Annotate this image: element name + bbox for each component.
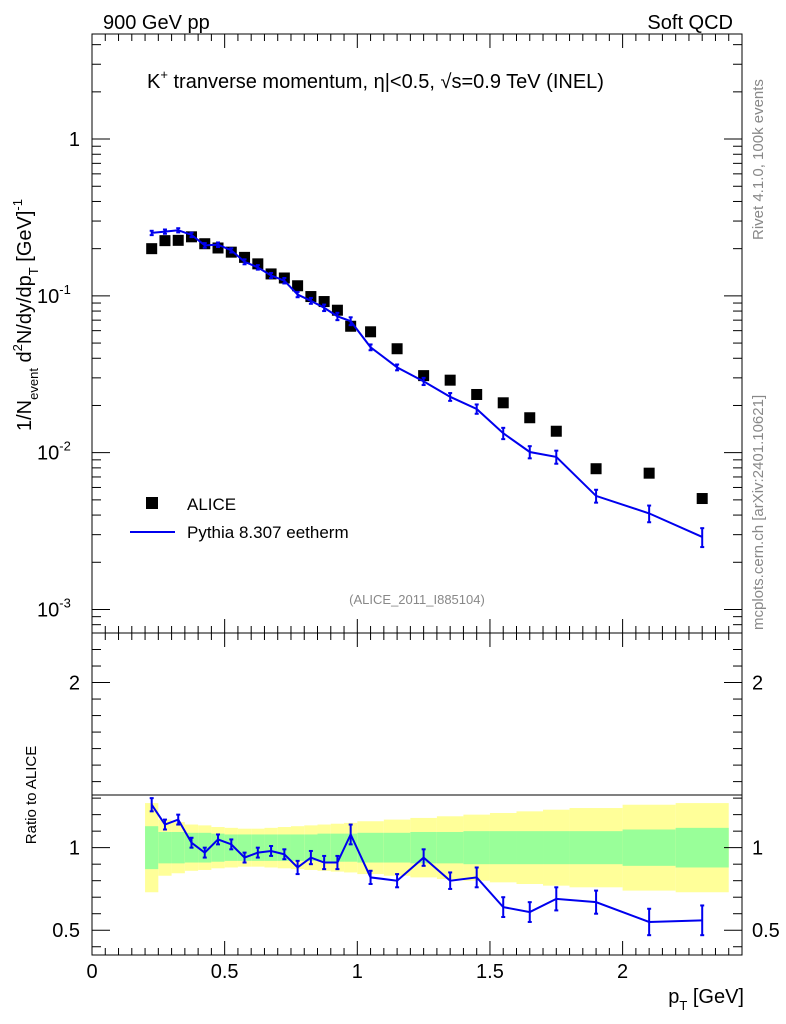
ratio-y-tick-label-left: 1 bbox=[69, 838, 80, 860]
alice-data-point bbox=[524, 412, 536, 424]
ratio-band-inner bbox=[145, 826, 159, 870]
alice-data-point bbox=[172, 234, 184, 246]
alice-data-point bbox=[345, 320, 357, 332]
ratio-band-inner bbox=[569, 831, 623, 865]
alice-data-point bbox=[497, 397, 509, 409]
legend-mc-label: Pythia 8.307 eetherm bbox=[187, 523, 349, 542]
alice-data-point bbox=[146, 243, 158, 255]
ratio-band-inner bbox=[516, 831, 544, 865]
ratio-mc-curve bbox=[149, 797, 705, 937]
ratio-band-inner bbox=[383, 832, 411, 863]
x-tick-label: 0 bbox=[86, 961, 97, 983]
analysis-watermark: (ALICE_2011_I885104) bbox=[349, 592, 485, 607]
alice-data-point bbox=[318, 296, 330, 308]
plot-title: K+ tranverse momentum, η|<0.5, √s=0.9 Te… bbox=[147, 67, 604, 93]
mc-main-line bbox=[151, 229, 703, 538]
x-tick-label: 1.5 bbox=[476, 961, 504, 983]
main-y-tick-label: 1 bbox=[69, 129, 80, 151]
x-axis-label: pT [GeV] bbox=[668, 986, 744, 1013]
main-mc-curve bbox=[149, 227, 705, 549]
x-tick-label: 1 bbox=[352, 961, 363, 983]
alice-data-point bbox=[590, 463, 602, 475]
ratio-band-inner bbox=[171, 831, 185, 864]
ratio-y-tick-label-left: 2 bbox=[69, 673, 80, 695]
alice-data-point bbox=[471, 388, 483, 400]
alice-data-point bbox=[292, 280, 304, 292]
main-y-tick-label: 10-2 bbox=[37, 439, 71, 465]
main-y-tick-label: 10-1 bbox=[37, 282, 71, 308]
header-left: 900 GeV pp bbox=[103, 12, 210, 34]
main-data-points bbox=[146, 231, 708, 505]
ratio-axis-ticks bbox=[91, 632, 742, 955]
alice-data-point bbox=[643, 467, 655, 479]
alice-data-point bbox=[391, 343, 403, 355]
alice-data-point bbox=[159, 235, 171, 247]
alice-data-point bbox=[252, 258, 264, 270]
legend-data-marker bbox=[146, 497, 158, 509]
legend-data-label: ALICE bbox=[187, 495, 236, 514]
ratio-y-tick-label-right: 0.5 bbox=[752, 920, 780, 942]
ratio-y-tick-label-right: 2 bbox=[752, 673, 763, 695]
ratio-uncertainty-bands bbox=[145, 803, 729, 893]
ratio-band-inner bbox=[304, 834, 318, 861]
ratio-band-inner bbox=[622, 829, 676, 866]
tick-labels: 0 0.5 1 1.5 2 1 10-1 10-2 10-3 0.5 0.5 1 1 2 2 bbox=[37, 129, 780, 983]
main-plot-frame bbox=[91, 33, 743, 634]
ratio-band-inner bbox=[158, 831, 172, 864]
alice-data-point bbox=[550, 425, 562, 437]
ratio-y-tick-label-left: 0.5 bbox=[52, 920, 80, 942]
x-tick-label: 2 bbox=[617, 961, 628, 983]
alice-data-point bbox=[444, 374, 456, 386]
ratio-band-inner bbox=[543, 831, 570, 865]
main-y-tick-label: 10-3 bbox=[37, 595, 71, 621]
main-axis-ticks bbox=[91, 34, 742, 633]
ratio-y-tick-label-right: 1 bbox=[752, 838, 763, 860]
ratio-band-inner bbox=[290, 834, 305, 861]
alice-data-point bbox=[212, 242, 224, 254]
alice-data-point bbox=[696, 493, 708, 505]
ratio-plot-frame bbox=[91, 632, 743, 956]
ratio-band-inner bbox=[675, 827, 729, 868]
side-label-rivet: Rivet 4.1.0, 100k events bbox=[750, 79, 767, 240]
header-right: Soft QCD bbox=[647, 12, 733, 34]
ratio-band-inner bbox=[463, 831, 490, 865]
alice-data-point bbox=[239, 251, 251, 263]
ratio-band-inner bbox=[489, 831, 517, 865]
main-y-axis-label: 1/Nevent d2N/dy/dpT [GeV]-1 bbox=[10, 199, 41, 431]
ratio-band-inner bbox=[317, 833, 331, 862]
side-label-mcplots: mcplots.cern.ch [arXiv:2401.10621] bbox=[750, 395, 767, 630]
ratio-band-inner bbox=[436, 831, 464, 864]
alice-data-point bbox=[418, 370, 430, 382]
x-tick-label: 0.5 bbox=[211, 961, 239, 983]
alice-data-point bbox=[365, 326, 377, 338]
alice-data-point bbox=[331, 304, 343, 316]
alice-data-point bbox=[305, 291, 317, 303]
ratio-y-axis-label: Ratio to ALICE bbox=[23, 746, 40, 844]
